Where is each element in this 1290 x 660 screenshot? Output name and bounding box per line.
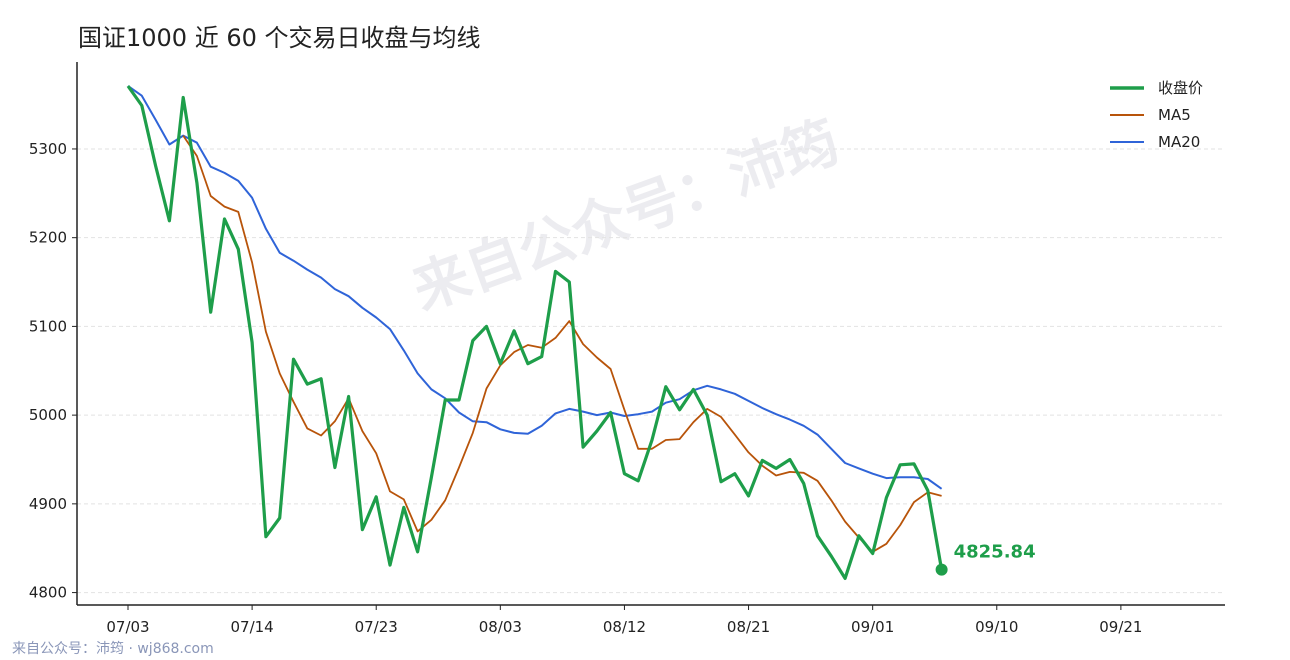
x-tick-label: 09/01 <box>851 618 894 636</box>
legend-label-ma5: MA5 <box>1158 106 1191 124</box>
y-tick-label: 4900 <box>29 495 67 513</box>
series-line-close <box>126 85 944 580</box>
chart-title: 国证1000 近 60 个交易日收盘与均线 <box>78 24 481 52</box>
y-tick-label: 5200 <box>29 229 67 247</box>
x-tick-label: 08/03 <box>479 618 522 636</box>
y-tick-label: 4800 <box>29 584 67 602</box>
legend-label-close: 收盘价 <box>1158 79 1203 97</box>
x-tick-label: 07/03 <box>106 618 149 636</box>
last-close-label: 4825.84 <box>954 542 1036 563</box>
y-tick-label: 5100 <box>29 317 67 335</box>
x-tick-label: 07/23 <box>355 618 398 636</box>
x-tick-label: 08/21 <box>727 618 770 636</box>
legend-label-ma20: MA20 <box>1158 133 1200 151</box>
last-close-point <box>935 563 948 576</box>
footer-source: 来自公众号：沛筠 · wj868.com <box>12 641 214 657</box>
y-tick-label: 5300 <box>29 140 67 158</box>
x-tick-label: 08/12 <box>603 618 646 636</box>
x-tick-label: 07/14 <box>230 618 273 636</box>
x-tick-label: 09/21 <box>1099 618 1142 636</box>
y-tick-label: 5000 <box>29 406 67 424</box>
series-line-ma20 <box>127 85 943 490</box>
x-tick-label: 09/10 <box>975 618 1018 636</box>
series-line-ma5 <box>182 135 942 553</box>
